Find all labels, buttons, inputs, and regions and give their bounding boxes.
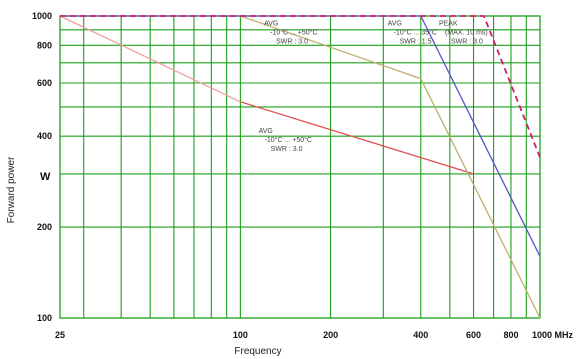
- annotation-1: AVG -10°C ... +50°C SWR : 3.0: [264, 21, 317, 46]
- annotation-3-line-1: PEAK: [439, 21, 458, 28]
- annotation-2-line-3: SWR : 1.5: [400, 39, 432, 46]
- x-tick-labels: 25 100 200 400 600 800 1000 MHz: [55, 330, 574, 340]
- y-tick-label-200: 200: [37, 222, 52, 232]
- series-line-2: [240, 101, 474, 175]
- annotation-4-line-1: AVG: [259, 128, 273, 135]
- series-line-5: [60, 15, 541, 158]
- annotation-4: AVG -10°C ... +50°C SWR : 3.0: [259, 128, 312, 153]
- annotation-1-line-1: AVG: [264, 21, 278, 28]
- annotation-1-line-3: SWR : 3.0: [276, 39, 308, 46]
- y-unit-label: W: [40, 171, 51, 183]
- annotation-3: PEAK (MAX. 10 ms) SWR : 3.0: [439, 21, 488, 46]
- y-tick-label-400: 400: [37, 131, 52, 141]
- x-tick-label-25: 25: [55, 330, 65, 340]
- annotation-4-line-2: -10°C ... +50°C: [265, 136, 312, 144]
- x-tick-label-400: 400: [413, 330, 428, 340]
- annotation-3-line-3: SWR : 3.0: [451, 39, 483, 46]
- y-axis-title: Forward power: [6, 156, 17, 223]
- grid-lines: [59, 15, 541, 319]
- annotation-2: AVG -10°C ... 35°C SWR : 1.5: [388, 21, 437, 46]
- annotation-2-line-1: AVG: [388, 21, 402, 28]
- annotation-1-line-2: -10°C ... +50°C: [270, 29, 317, 37]
- series-line-1: [59, 15, 241, 103]
- annotation-4-line-3: SWR : 3.0: [271, 146, 303, 153]
- annotation-2-line-2: -10°C ... 35°C: [394, 29, 437, 37]
- x-tick-label-800: 800: [503, 330, 518, 340]
- series-lines: [59, 15, 541, 319]
- annotation-3-line-2: (MAX. 10 ms): [445, 30, 488, 37]
- y-tick-label-600: 600: [37, 78, 52, 88]
- x-axis-title: Frequency: [234, 346, 281, 357]
- y-tick-label-1000: 1000: [32, 11, 52, 21]
- y-tick-label-100: 100: [37, 313, 52, 323]
- x-tick-label-100: 100: [233, 330, 248, 340]
- x-tick-label-200: 200: [323, 330, 338, 340]
- x-tick-label-1000: 1000 MHz: [532, 330, 574, 340]
- y-tick-labels: 100 200 400 600 800 1000: [32, 11, 52, 323]
- x-tick-label-600: 600: [466, 330, 481, 340]
- y-tick-label-800: 800: [37, 40, 52, 50]
